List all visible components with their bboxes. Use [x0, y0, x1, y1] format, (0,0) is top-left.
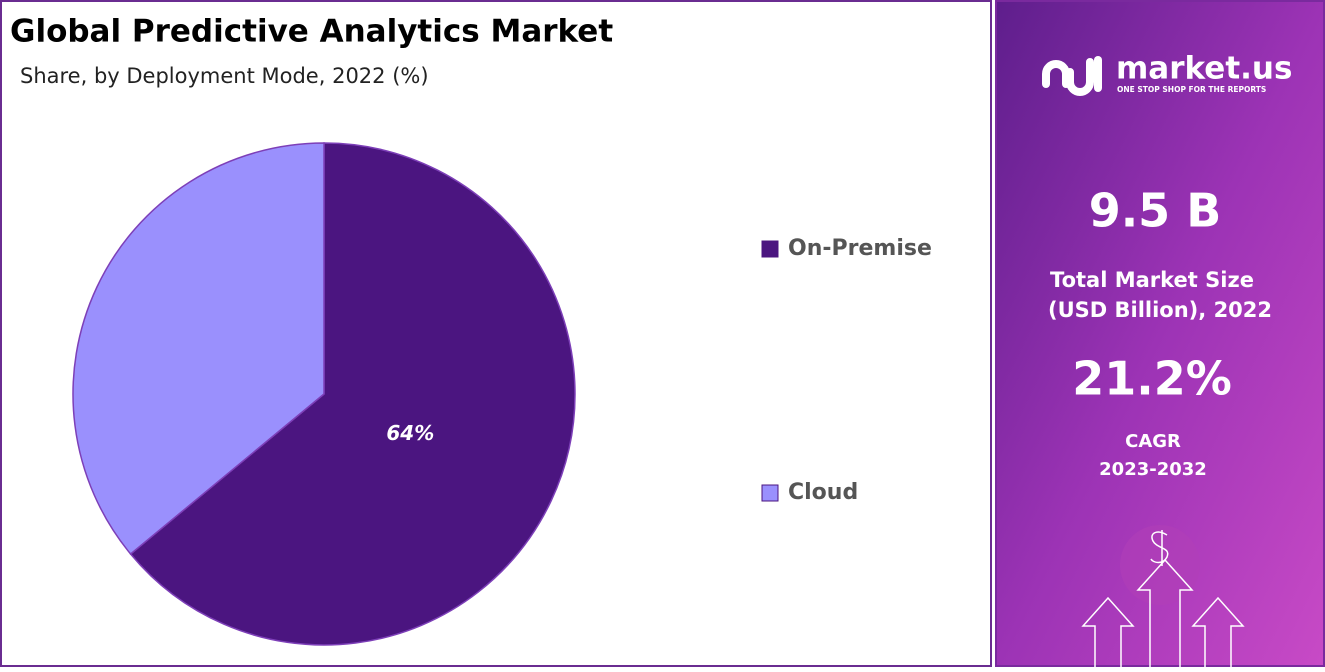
market-size: 9.5 B [1089, 184, 1222, 238]
market-size-label: (USD Billion), 2022 [1048, 298, 1272, 322]
decor-arrows [1081, 525, 1245, 668]
logo-icon [1042, 56, 1102, 96]
data-label: 64% [386, 421, 434, 445]
legend-swatch [761, 240, 779, 258]
pie-slice [72, 142, 325, 556]
market-size-label: Total Market Size [1050, 268, 1254, 292]
cagr: 21.2% [1072, 352, 1232, 406]
chart-title: Global Predictive Analytics Market [10, 14, 613, 50]
brand: market.us [1116, 51, 1292, 87]
pie-slice [129, 142, 576, 646]
cagr-label: 2023-2032 [1099, 459, 1207, 480]
chart-subtitle: Share, by Deployment Mode, 2022 (%) [20, 64, 429, 88]
legend-label: On-Premise [788, 236, 932, 261]
tagline: ONE STOP SHOP FOR THE REPORTS [1117, 85, 1266, 94]
legend-swatch [761, 484, 779, 502]
legend-label: Cloud [788, 480, 858, 505]
cagr-label: CAGR [1125, 431, 1181, 452]
